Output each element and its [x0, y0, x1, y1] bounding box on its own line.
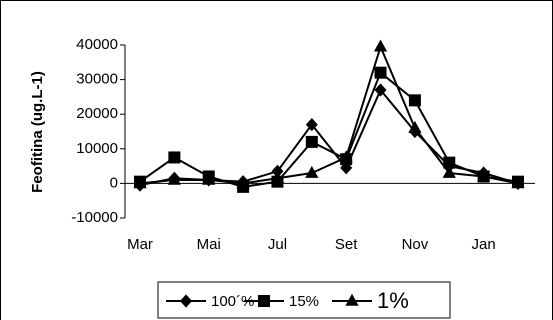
y-tick-label: 0 [110, 174, 118, 191]
x-tick-label: Mai [197, 236, 221, 253]
marker [374, 66, 387, 79]
marker [305, 117, 318, 132]
y-tick-label: 20000 [76, 105, 118, 122]
legend-label: 100´% [211, 293, 254, 310]
y-tick-label: 30000 [76, 71, 118, 88]
marker [511, 176, 525, 189]
marker [305, 135, 318, 148]
x-tick-label: Set [335, 236, 358, 253]
marker [180, 294, 192, 308]
marker [442, 165, 456, 178]
y-axis-title: Feofitina (ug.L-1) [29, 71, 46, 193]
y-tick-label: 40000 [76, 36, 118, 53]
marker [443, 156, 456, 169]
marker [408, 94, 421, 107]
x-tick-label: Jul [268, 236, 287, 253]
series-line [139, 71, 519, 188]
marker [202, 172, 216, 185]
marker [408, 120, 422, 133]
marker [305, 165, 319, 178]
series-line [139, 43, 519, 185]
x-tick-label: Mar [127, 236, 153, 253]
marker [374, 83, 387, 97]
marker [168, 151, 181, 164]
marker [236, 176, 250, 189]
legend-box [157, 281, 451, 319]
y-tick-label: -10000 [71, 209, 118, 226]
marker [133, 176, 147, 189]
marker [373, 39, 388, 52]
marker [345, 293, 359, 306]
x-tick-label: Nov [402, 236, 429, 253]
x-tick-label: Jan [472, 236, 496, 253]
marker [167, 172, 181, 185]
marker [258, 295, 270, 307]
legend-label: 15% [289, 293, 319, 310]
marker [339, 150, 353, 163]
marker [270, 171, 285, 184]
y-tick-label: 10000 [76, 140, 118, 157]
legend-label: 1% [377, 288, 409, 313]
marker [477, 169, 491, 182]
